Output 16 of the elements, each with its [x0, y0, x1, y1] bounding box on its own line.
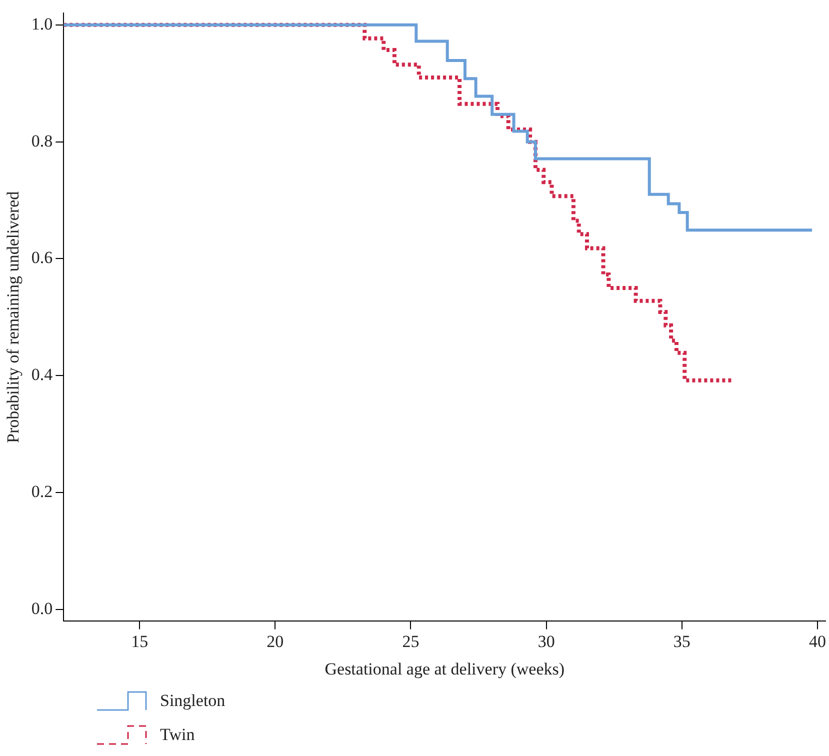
y-tick-label: 0.2: [31, 482, 53, 502]
y-tick-label: 0.6: [31, 248, 53, 268]
y-tick-label: 0.8: [31, 131, 53, 150]
y-axis-title: Probability of remaining undelivered: [4, 190, 23, 444]
legend-label: Twin: [160, 725, 195, 745]
x-tick-label: 35: [673, 632, 690, 651]
x-tick-label: 25: [402, 632, 420, 651]
y-tick-label: 0.0: [31, 598, 53, 618]
x-tick-label: 20: [266, 632, 284, 651]
legend-label: Singleton: [160, 691, 226, 711]
x-tick-label: 15: [131, 632, 148, 651]
x-axis-title: Gestational age at delivery (weeks): [324, 659, 565, 678]
y-tick-label: 1.0: [31, 14, 53, 34]
x-tick-label: 40: [808, 632, 826, 651]
x-tick-label: 30: [538, 632, 555, 651]
y-tick-label: 0.4: [31, 365, 54, 384]
